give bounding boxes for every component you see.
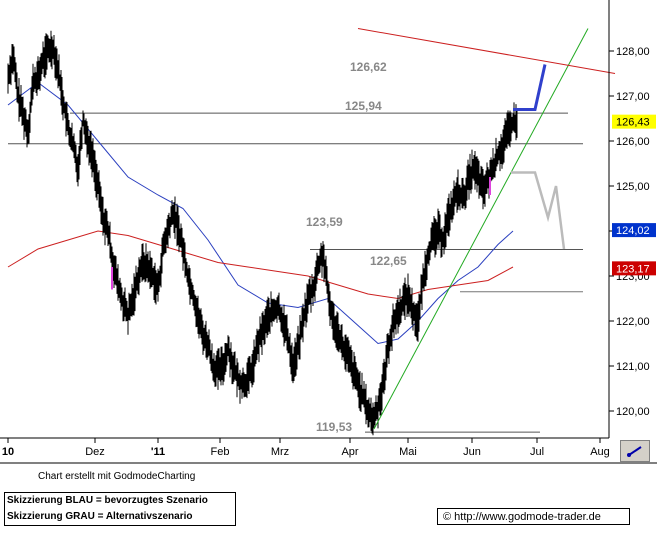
scenario-grey <box>511 171 566 250</box>
x-tick-label: Aug <box>590 446 610 458</box>
y-tick-label: 121,00 <box>616 361 650 373</box>
trendline <box>373 28 589 430</box>
current-value-marker <box>612 114 656 129</box>
scenario-blue <box>513 64 547 111</box>
x-tick-label: Apr <box>341 446 358 458</box>
level-label: 119,53 <box>316 420 352 434</box>
moving-average-line <box>7 230 514 300</box>
current-value-marker <box>612 261 656 276</box>
legend-grey: Skizzierung GRAU = Alternativszenario <box>7 511 193 522</box>
y-tick-label: 122,00 <box>616 316 650 328</box>
legend-blue: Skizzierung BLAU = bevorzugtes Szenario <box>7 495 208 506</box>
y-tick-label: 127,00 <box>616 91 650 103</box>
level-label: 122,65 <box>370 254 407 268</box>
source-url[interactable]: © http://www.godmode-trader.de <box>437 508 630 525</box>
trendline <box>357 28 616 74</box>
x-tick-label: Mai <box>399 446 417 458</box>
x-tick-label: Jul <box>530 446 544 458</box>
pen-icon <box>627 446 642 457</box>
scenario-legend: Skizzierung BLAU = bevorzugtes Szenario … <box>4 492 236 526</box>
x-tick-label: Mrz <box>271 446 289 458</box>
level-label: 126,62 <box>350 60 387 74</box>
y-tick-label: 125,00 <box>616 181 650 193</box>
current-value-label: 123,17 <box>616 263 650 275</box>
draw-tool-icon[interactable] <box>620 440 650 462</box>
x-tick-label: 10 <box>2 446 14 458</box>
current-value-label: 126,43 <box>616 117 650 129</box>
y-tick-label: 120,00 <box>616 406 650 418</box>
x-tick-label: Dez <box>85 446 105 458</box>
x-tick-label: '11 <box>151 446 165 458</box>
y-tick-label: 126,00 <box>616 136 650 148</box>
x-tick-label: Jun <box>463 446 481 458</box>
x-tick-label: Feb <box>211 446 230 458</box>
level-label: 123,59 <box>306 215 343 229</box>
current-value-label: 124,02 <box>616 225 650 237</box>
y-tick-label: 128,00 <box>616 46 650 58</box>
level-label: 125,94 <box>345 99 382 113</box>
chart-credit: Chart erstellt mit GodmodeCharting <box>38 471 196 482</box>
current-value-marker <box>612 223 656 238</box>
